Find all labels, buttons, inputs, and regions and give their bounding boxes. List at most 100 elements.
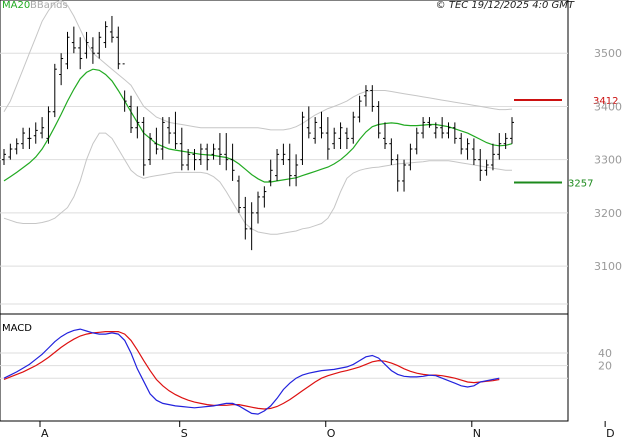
ohlc-bar [344,127,349,150]
ohlc-bar [65,31,70,70]
legend-bbands: BBands [30,0,68,11]
ohlc-bar [78,37,83,70]
ohlc-bar [97,31,102,59]
ohlc-bar [389,138,394,165]
ohlc-bar [205,143,210,171]
ohlc-bar [198,143,203,165]
copyright-text: © TEC 19/12/2025 4:0 GMT [436,0,575,11]
ohlc-bar [433,122,438,139]
ohlc-bar [230,143,235,181]
price-axis-ticks: 3100 3200 3300 3400 3500 [594,47,622,273]
price-bars [2,15,514,251]
ohlc-bar [52,63,57,118]
ohlc-bar [59,53,64,86]
ohlc-bar [376,101,381,139]
legend-ma20: MA20 [2,0,30,11]
x-tick-label: A [41,427,49,440]
ohlc-bar [503,133,508,150]
ohlc-bar [103,21,108,48]
ohlc-bar [14,138,19,155]
price-panel-border [0,0,569,315]
ohlc-bar [351,111,356,144]
ohlc-bar [459,133,464,155]
ohlc-bar [122,63,127,112]
ohlc-bar [478,149,483,181]
macd-label: MACD [2,323,32,334]
ohlc-bar [440,117,445,139]
ohlc-bar [256,191,260,224]
support-label: 3257 [568,179,593,190]
ohlc-bar [167,117,172,144]
ohlc-bar [313,117,318,144]
price-tick-label: 3100 [594,260,622,273]
ohlc-bar [510,117,514,144]
ohlc-bar [395,154,400,192]
bbands-lower-line [3,132,512,235]
ohlc-bar [446,122,451,139]
ohlc-bar [402,159,407,192]
ohlc-bar [427,117,432,128]
ohlc-bar [414,127,419,155]
grid [0,52,568,379]
ohlc-bar [452,122,457,144]
ohlc-bar [383,122,387,150]
ohlc-bar [211,143,216,160]
ohlc-bar [484,159,489,176]
ohlc-bar [236,175,241,213]
price-tick-label: 3300 [594,154,622,167]
ohlc-bar [33,122,38,144]
ohlc-bar [490,143,495,171]
ma20-line [3,68,513,183]
ohlc-bar [306,106,311,139]
ohlc-bar [408,143,413,171]
ohlc-bar [40,117,45,139]
x-tick-label: N [473,427,481,440]
ohlc-bar [465,138,470,160]
ohlc-bar [129,95,133,134]
support-resistance: 3412 3257 [514,96,618,190]
macd-tick-label: 40 [598,347,612,360]
ohlc-bar [243,196,248,240]
x-tick-label: D [606,427,614,440]
x-tick-label: S [181,427,188,440]
ohlc-bar [154,127,159,155]
ohlc-bar [338,122,343,150]
ohlc-bar [497,133,502,160]
price-tick-label: 3400 [594,100,622,113]
ohlc-bar [287,143,292,187]
macd-panel-border [0,313,569,422]
resistance-label: 3412 [593,96,618,107]
ohlc-bar [141,117,146,176]
ohlc-bar [46,106,51,144]
ohlc-bar [135,106,140,139]
macd-tick-label: 20 [598,360,612,373]
ohlc-bar [2,149,6,165]
ohlc-bar [192,149,197,171]
ohlc-bar [262,186,267,208]
x-tick-label: O [327,427,336,440]
ohlc-bar [186,149,191,171]
bollinger-bands [3,0,513,235]
ohlc-bar [370,85,375,112]
ohlc-bar [421,117,426,139]
ohlc-bar [27,127,32,150]
ohlc-bar [116,26,121,70]
ohlc-bar [357,95,362,123]
ohlc-bar [294,154,299,187]
macd-signal-line [3,331,500,410]
ohlc-bar [173,111,178,150]
ohlc-bar [363,85,368,107]
ohlc-bar [148,133,153,165]
ohlc-bar [249,202,254,251]
ohlc-bar [471,138,476,165]
ohlc-bar [319,111,324,139]
ohlc-bar [8,143,13,160]
ohlc-bar [332,127,337,150]
macd-line [3,328,500,415]
ohlc-bar [109,15,114,43]
ohlc-bar [268,159,273,187]
